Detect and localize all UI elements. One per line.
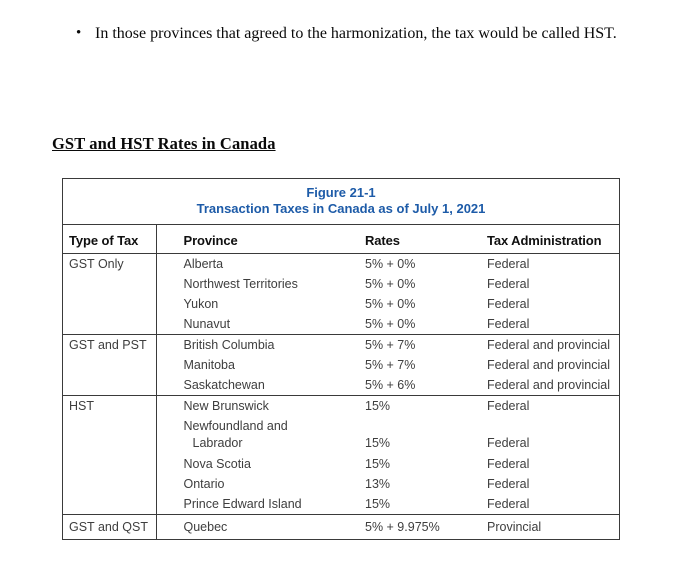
rate-cell: 5% + 9.975% <box>365 520 440 534</box>
province-cell: New Brunswick <box>183 399 269 413</box>
tax-group: GST and PST British Columbia 5% + 7% Federa… <box>63 334 619 396</box>
table-row: Prince Edward Island 15% Federal <box>63 494 619 515</box>
tax-type-cell: GST and QST <box>63 514 157 539</box>
bullet-item: • In those provinces that agreed to the … <box>76 23 621 44</box>
rate-cell: 13% <box>365 477 391 491</box>
bullet-marker: • <box>76 25 82 41</box>
rate-cell: 15% <box>365 399 391 413</box>
figure-title-line1: Figure 21-1 <box>306 185 376 200</box>
tax-administration-cell: Federal <box>487 317 530 331</box>
table-row: Ontario 13% Federal <box>63 474 619 494</box>
table-row: GST and PST British Columbia 5% + 7% Federa… <box>63 334 619 396</box>
province-cell: Quebec <box>183 520 228 534</box>
table-row: Manitoba 5% + 7% Federal and provincial <box>63 355 619 375</box>
column-header-rates: Rates <box>364 225 486 254</box>
province-cell: Saskatchewan <box>183 378 265 392</box>
province-cell: Yukon <box>183 297 219 311</box>
tax-administration-cell: Federal and provincial <box>487 378 610 392</box>
rate-cell: 5% + 0% <box>365 257 416 271</box>
table-row: HST New Brunswick 15% Federal <box>63 395 619 515</box>
tax-administration-cell: Federal and provincial <box>487 338 610 352</box>
rate-cell: 5% + 6% <box>365 378 416 392</box>
column-header-province: Province <box>156 225 364 254</box>
table-row: Nunavut 5% + 0% Federal <box>63 314 619 335</box>
province-cell: Prince Edward Island <box>183 497 302 511</box>
rate-cell: 5% + 7% <box>365 338 416 352</box>
tax-administration-cell: Provincial <box>487 520 542 534</box>
section-heading: GST and HST Rates in Canada <box>52 134 276 153</box>
tax-type-cell: HST <box>63 395 157 515</box>
rate-cell: 5% + 7% <box>365 358 416 372</box>
province-cell: Manitoba <box>183 358 235 372</box>
province-cell: Northwest Territories <box>183 277 298 291</box>
province-cell: Ontario <box>183 477 225 491</box>
rate-cell: 15% <box>365 436 391 450</box>
tax-group: HST New Brunswick 15% Federal Newfoundland a… <box>63 395 619 515</box>
table-row: Saskatchewan 5% + 6% Federal and provincia… <box>63 375 619 396</box>
rate-cell: 5% + 0% <box>365 277 416 291</box>
province-cell: Nunavut <box>183 317 231 331</box>
figure-title: Figure 21-1 Transaction Taxes in Canada … <box>63 179 619 225</box>
tax-type-cell: GST Only <box>63 253 157 335</box>
province-cell: Nova Scotia <box>183 457 251 471</box>
column-header-type-of-tax: Type of Tax <box>63 225 157 254</box>
column-header-tax-administration: Tax Administration <box>486 225 619 254</box>
figure-table: Figure 21-1 Transaction Taxes in Canada … <box>62 178 620 540</box>
table-row: GST and QST Quebec 5% + 9.975% Provincial <box>63 514 619 539</box>
table-row: GST Only Alberta 5% + 0% Federal <box>63 253 619 335</box>
tax-administration-cell: Federal <box>487 477 530 491</box>
figure-title-line2: Transaction Taxes in Canada as of July 1… <box>196 201 486 216</box>
tax-administration-cell: Federal <box>487 436 530 450</box>
tax-administration-cell: Federal <box>487 297 530 311</box>
tax-administration-cell: Federal <box>487 457 530 471</box>
table-row: Newfoundland and Labrador 15% Federal <box>63 416 619 454</box>
tax-administration-cell: Federal <box>487 497 530 511</box>
tax-group: GST Only Alberta 5% + 0% Federal Northwest T… <box>63 253 619 335</box>
bullet-text: In those provinces that agreed to the ha… <box>95 25 617 42</box>
rate-cell: 5% + 0% <box>365 317 416 331</box>
province-cell: British Columbia <box>183 338 275 352</box>
rate-cell: 15% <box>365 457 391 471</box>
tax-group: GST and QST Quebec 5% + 9.975% Provincial <box>63 514 619 539</box>
table-row: Nova Scotia 15% Federal <box>63 454 619 474</box>
tax-administration-cell: Federal <box>487 399 530 413</box>
table-row: Yukon 5% + 0% Federal <box>63 294 619 314</box>
rate-cell: 5% + 0% <box>365 297 416 311</box>
rate-cell: 15% <box>365 497 391 511</box>
tax-rates-table: Type of Tax Province Rates Tax Administr… <box>63 225 619 539</box>
table-row: Northwest Territories 5% + 0% Federal <box>63 274 619 294</box>
tax-type-cell: GST and PST <box>63 334 157 396</box>
province-cell: Newfoundland and Labrador <box>183 419 288 450</box>
province-cell: Alberta <box>183 257 224 271</box>
tax-administration-cell: Federal and provincial <box>487 358 610 372</box>
tax-administration-cell: Federal <box>487 277 530 291</box>
tax-administration-cell: Federal <box>487 257 530 271</box>
table-header-row: Type of Tax Province Rates Tax Administr… <box>63 225 619 254</box>
